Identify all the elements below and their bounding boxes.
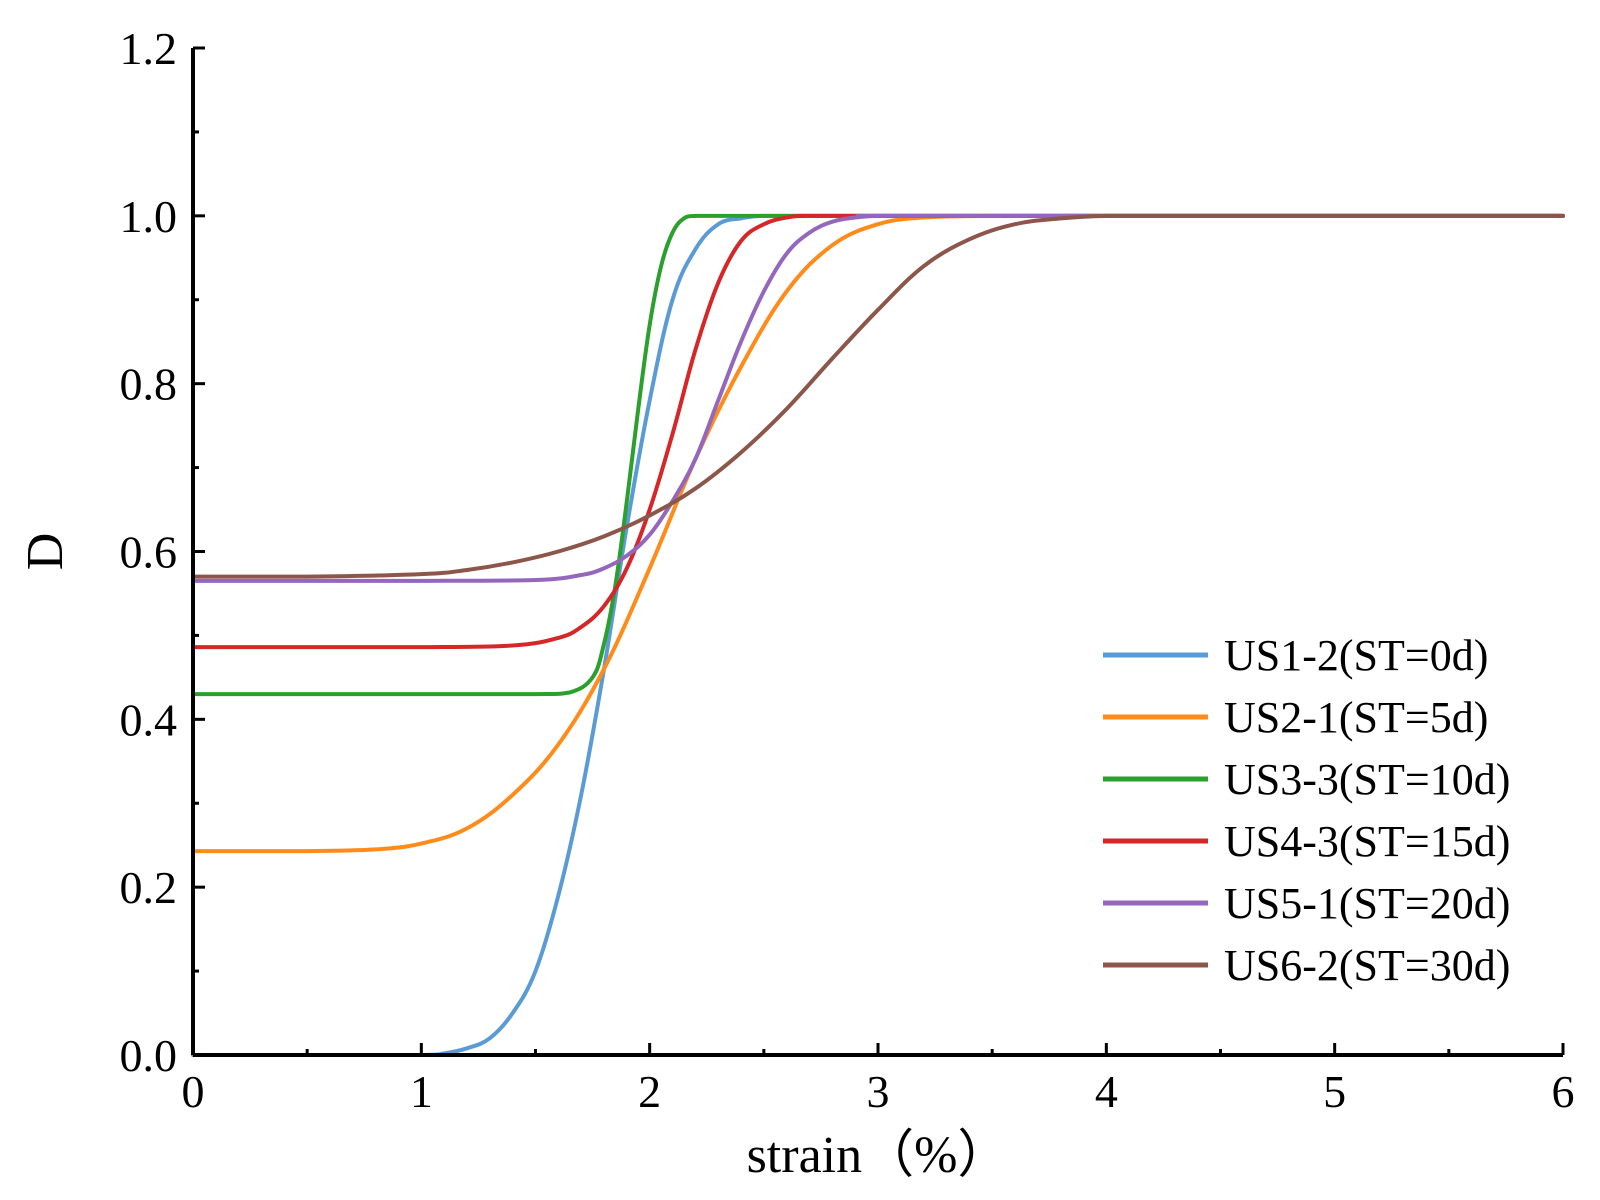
x-tick-label: 5 [1323,1066,1346,1117]
legend-label: US3-3(ST=10d) [1224,755,1510,804]
plot-area: 0 1 2 3 4 5 6 0.0 0.2 0.4 0.6 0.8 1.0 1.2 [120,23,1575,1117]
legend-item: US1-2(ST=0d) [1103,631,1488,680]
y-tick-label: 1.0 [120,191,178,242]
y-tick-label: 0.4 [120,694,178,745]
x-tick-label: 2 [638,1066,661,1117]
series-lines [191,213,1565,1057]
x-axis-ticks: 0 1 2 3 4 5 6 [182,1043,1575,1117]
series-line [191,213,1565,697]
legend-item: US4-3(ST=15d) [1103,817,1510,866]
y-axis-title: D [17,533,74,571]
x-tick-label: 0 [182,1066,205,1117]
y-tick-label: 0.6 [120,527,178,578]
y-tick-label: 0.2 [120,862,178,913]
legend-label: US5-1(ST=20d) [1224,879,1510,928]
x-axis-title: strain（%） [747,1127,1010,1184]
legend-item: US2-1(ST=5d) [1103,693,1488,742]
series-line [191,213,1565,583]
legend-item: US3-3(ST=10d) [1103,755,1510,804]
legend-label: US4-3(ST=15d) [1224,817,1510,866]
legend-label: US2-1(ST=5d) [1224,693,1488,742]
legend-item: US6-2(ST=30d) [1103,941,1510,990]
y-tick-label: 0.0 [120,1030,178,1081]
x-tick-label: 6 [1552,1066,1575,1117]
legend-item: US5-1(ST=20d) [1103,879,1510,928]
legend: US1-2(ST=0d) US2-1(ST=5d) US3-3(ST=10d) US4… [1103,631,1510,990]
x-tick-label: 4 [1095,1066,1118,1117]
legend-label: US6-2(ST=30d) [1224,941,1510,990]
y-axis-ticks: 0.0 0.2 0.4 0.6 0.8 1.0 1.2 [120,23,205,1081]
y-tick-label: 1.2 [120,23,178,74]
y-tick-label: 0.8 [120,359,178,410]
legend-label: US1-2(ST=0d) [1224,631,1488,680]
series-line [191,213,1565,579]
x-tick-label: 3 [867,1066,890,1117]
x-tick-label: 1 [410,1066,433,1117]
series-line [191,213,1565,650]
